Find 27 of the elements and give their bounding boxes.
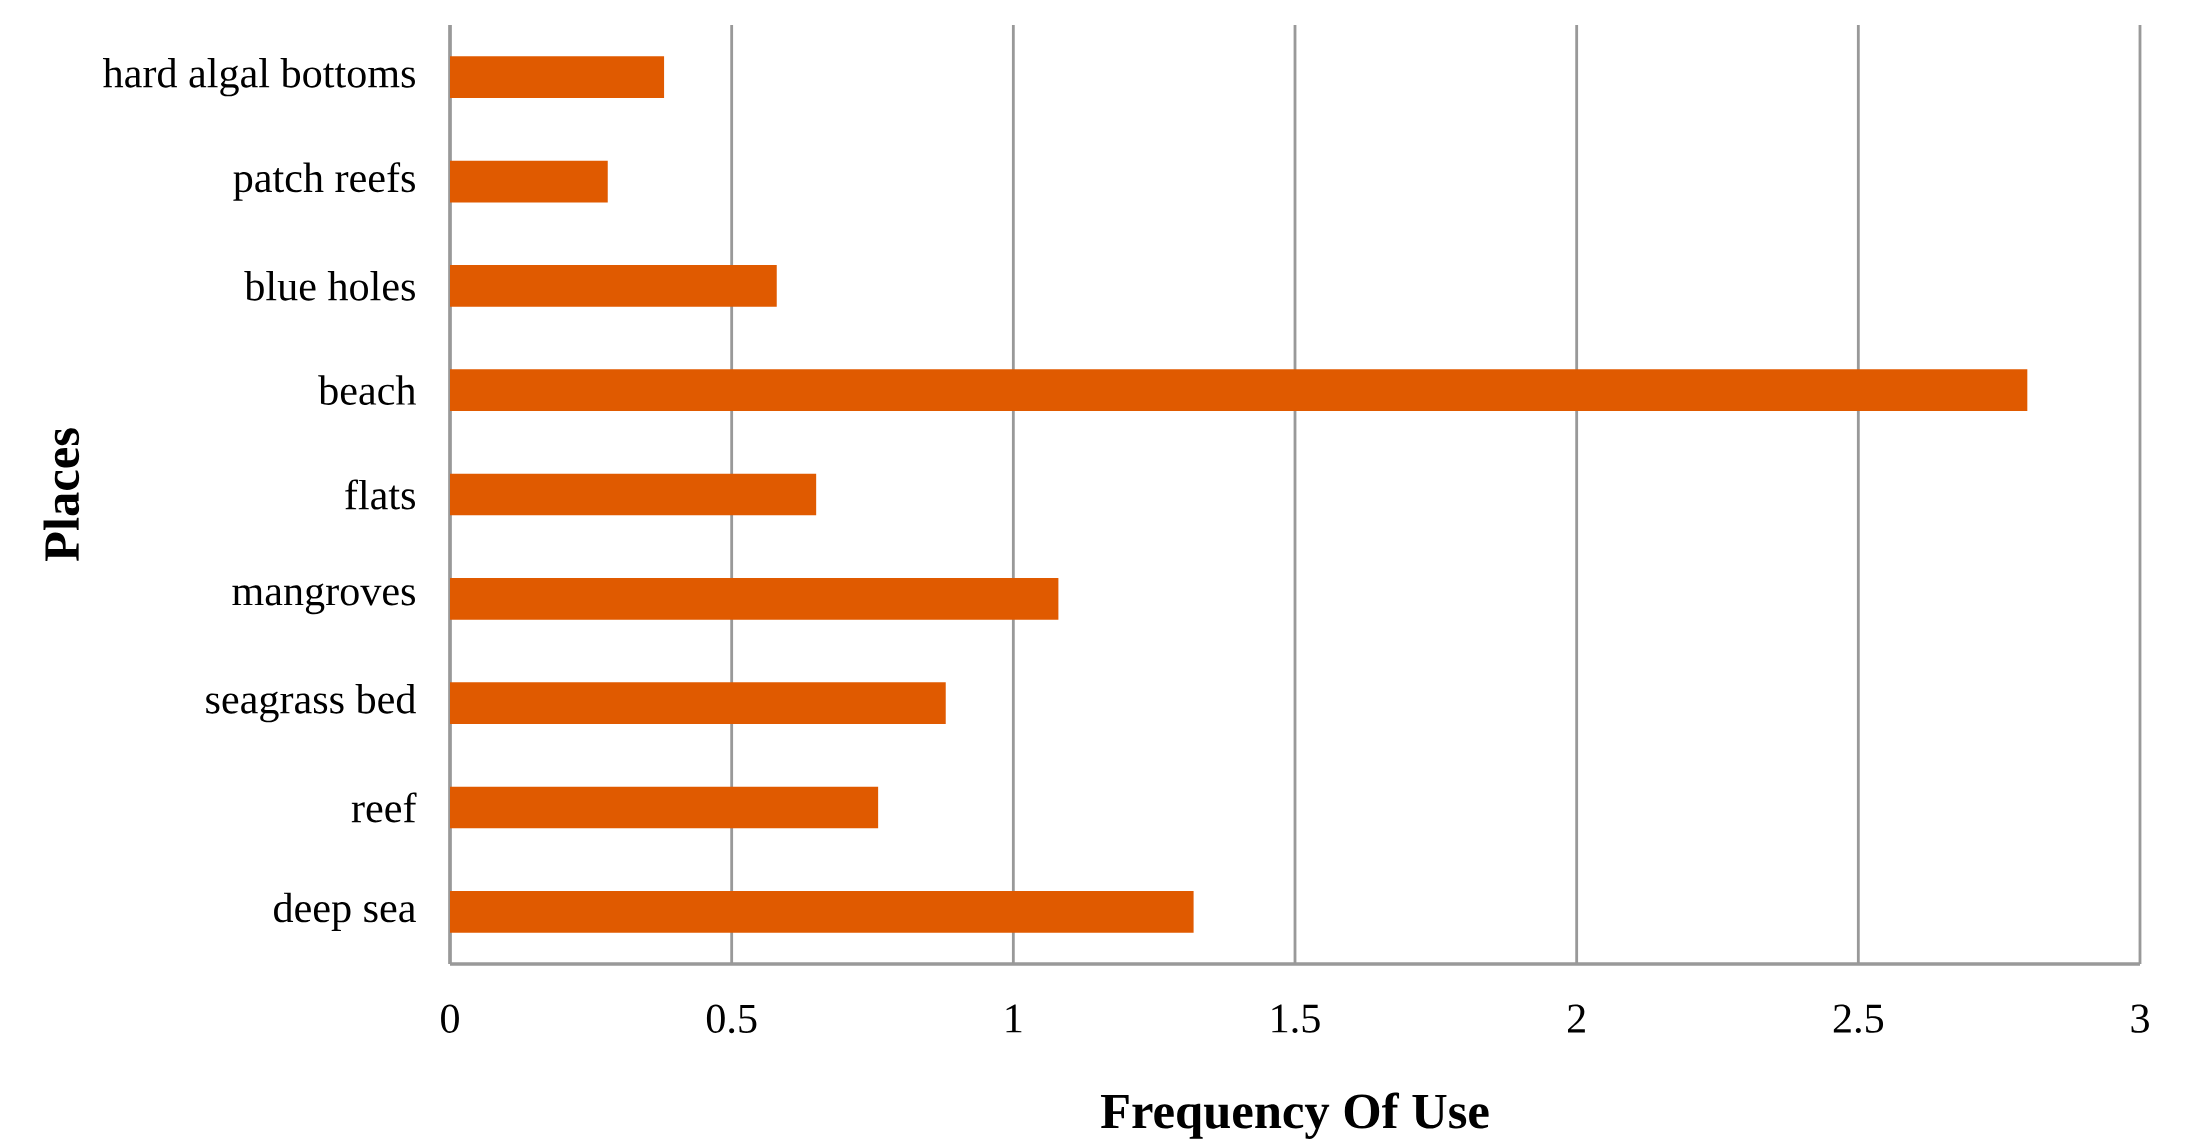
bar xyxy=(450,160,608,203)
bar xyxy=(450,577,1059,620)
y-tick-label: deep sea xyxy=(274,892,416,931)
y-tick-label: flats xyxy=(345,479,415,510)
bar xyxy=(450,369,2028,412)
y-tick-label: patch reefs xyxy=(233,162,415,201)
y-tick-label: reef xyxy=(351,792,417,823)
y-tick-label: beach xyxy=(318,375,416,405)
bar xyxy=(450,56,665,99)
bar xyxy=(450,473,817,516)
x-tick-label: 0.5 xyxy=(706,1004,757,1034)
y-axis-title: Places xyxy=(43,428,80,562)
bar xyxy=(450,786,879,829)
x-tick-label: 1.5 xyxy=(1272,1004,1320,1033)
bar xyxy=(450,890,1194,933)
x-tick-label: 1 xyxy=(1006,1004,1022,1033)
bar xyxy=(450,682,946,725)
x-tick-label: 0 xyxy=(441,1004,459,1033)
x-axis-title: Frequency Of Use xyxy=(1100,1092,1489,1139)
y-tick-label: mangroves xyxy=(232,583,415,615)
x-tick-label: 3 xyxy=(2131,1004,2149,1033)
y-tick-label: seagrass bed xyxy=(206,683,416,723)
x-tick-label: 2 xyxy=(1567,1004,1585,1033)
x-tick-label: 2.5 xyxy=(1833,1004,1884,1034)
y-tick-label: blue holes xyxy=(244,271,415,301)
y-tick-label: hard algal bottoms xyxy=(102,58,415,97)
bar xyxy=(450,264,777,307)
